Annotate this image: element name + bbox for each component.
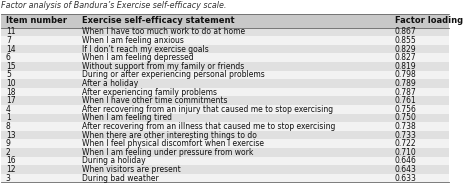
Text: When I am feeling tired: When I am feeling tired: [82, 113, 172, 122]
Text: 0.787: 0.787: [395, 88, 417, 97]
Text: 0.819: 0.819: [395, 62, 417, 71]
Text: 1: 1: [6, 113, 10, 122]
Text: 0.733: 0.733: [395, 131, 417, 140]
Text: 0.722: 0.722: [395, 139, 417, 148]
Text: Factor loading: Factor loading: [395, 16, 463, 25]
Text: During or after experiencing personal problems: During or after experiencing personal pr…: [82, 70, 264, 80]
Text: During bad weather: During bad weather: [82, 174, 159, 183]
Text: 2: 2: [6, 148, 10, 157]
Text: 0.798: 0.798: [395, 70, 417, 80]
FancyBboxPatch shape: [1, 131, 448, 139]
FancyBboxPatch shape: [1, 157, 448, 165]
Text: 0.633: 0.633: [395, 174, 417, 183]
FancyBboxPatch shape: [1, 53, 448, 62]
Text: After recovering from an injury that caused me to stop exercising: After recovering from an injury that cau…: [82, 105, 333, 114]
Text: 0.829: 0.829: [395, 45, 417, 54]
Text: 0.827: 0.827: [395, 53, 417, 62]
Text: When I am feeling under pressure from work: When I am feeling under pressure from wo…: [82, 148, 253, 157]
Text: 18: 18: [6, 88, 15, 97]
FancyBboxPatch shape: [1, 122, 448, 131]
FancyBboxPatch shape: [1, 45, 448, 53]
Text: 8: 8: [6, 122, 10, 131]
FancyBboxPatch shape: [1, 174, 448, 182]
Text: When I am feeling anxious: When I am feeling anxious: [82, 36, 184, 45]
Text: 0.710: 0.710: [395, 148, 417, 157]
Text: 11: 11: [6, 27, 15, 36]
FancyBboxPatch shape: [1, 88, 448, 96]
Text: 0.643: 0.643: [395, 165, 417, 174]
FancyBboxPatch shape: [1, 165, 448, 174]
Text: Factor analysis of Bandura’s Exercise self-efficacy scale.: Factor analysis of Bandura’s Exercise se…: [1, 1, 227, 10]
Text: 0.867: 0.867: [395, 27, 417, 36]
Text: Item number: Item number: [6, 16, 67, 25]
FancyBboxPatch shape: [1, 114, 448, 122]
Text: 4: 4: [6, 105, 11, 114]
Text: 10: 10: [6, 79, 16, 88]
Text: 0.646: 0.646: [395, 157, 417, 166]
Text: After a holiday: After a holiday: [82, 79, 138, 88]
Text: 0.761: 0.761: [395, 96, 417, 105]
Text: 0.750: 0.750: [395, 113, 417, 122]
Text: 5: 5: [6, 70, 11, 80]
Text: During a holiday: During a holiday: [82, 157, 146, 166]
FancyBboxPatch shape: [1, 79, 448, 88]
Text: Without support from my family or friends: Without support from my family or friend…: [82, 62, 244, 71]
Text: When I feel physical discomfort when I exercise: When I feel physical discomfort when I e…: [82, 139, 264, 148]
Text: After recovering from an illness that caused me to stop exercising: After recovering from an illness that ca…: [82, 122, 335, 131]
FancyBboxPatch shape: [1, 36, 448, 45]
Text: When I have too much work to do at home: When I have too much work to do at home: [82, 27, 245, 36]
Text: 6: 6: [6, 53, 11, 62]
FancyBboxPatch shape: [1, 139, 448, 148]
Text: 15: 15: [6, 62, 16, 71]
Text: When I have other time commitments: When I have other time commitments: [82, 96, 228, 105]
FancyBboxPatch shape: [1, 14, 448, 28]
Text: When visitors are present: When visitors are present: [82, 165, 181, 174]
Text: 0.855: 0.855: [395, 36, 417, 45]
Text: Exercise self-efficacy statement: Exercise self-efficacy statement: [82, 16, 235, 25]
Text: 12: 12: [6, 165, 15, 174]
Text: If I don’t reach my exercise goals: If I don’t reach my exercise goals: [82, 45, 209, 54]
FancyBboxPatch shape: [1, 96, 448, 105]
Text: When there are other interesting things to do: When there are other interesting things …: [82, 131, 257, 140]
Text: When I am feeling depressed: When I am feeling depressed: [82, 53, 193, 62]
Text: 7: 7: [6, 36, 11, 45]
Text: 9: 9: [6, 139, 11, 148]
FancyBboxPatch shape: [1, 105, 448, 114]
Text: 14: 14: [6, 45, 16, 54]
Text: 0.738: 0.738: [395, 122, 417, 131]
Text: 0.789: 0.789: [395, 79, 417, 88]
FancyBboxPatch shape: [1, 148, 448, 157]
FancyBboxPatch shape: [1, 28, 448, 36]
Text: 3: 3: [6, 174, 11, 183]
FancyBboxPatch shape: [1, 62, 448, 71]
Text: 0.756: 0.756: [395, 105, 417, 114]
Text: 13: 13: [6, 131, 16, 140]
FancyBboxPatch shape: [1, 71, 448, 79]
Text: 16: 16: [6, 157, 16, 166]
Text: After experiencing family problems: After experiencing family problems: [82, 88, 217, 97]
Text: 17: 17: [6, 96, 16, 105]
